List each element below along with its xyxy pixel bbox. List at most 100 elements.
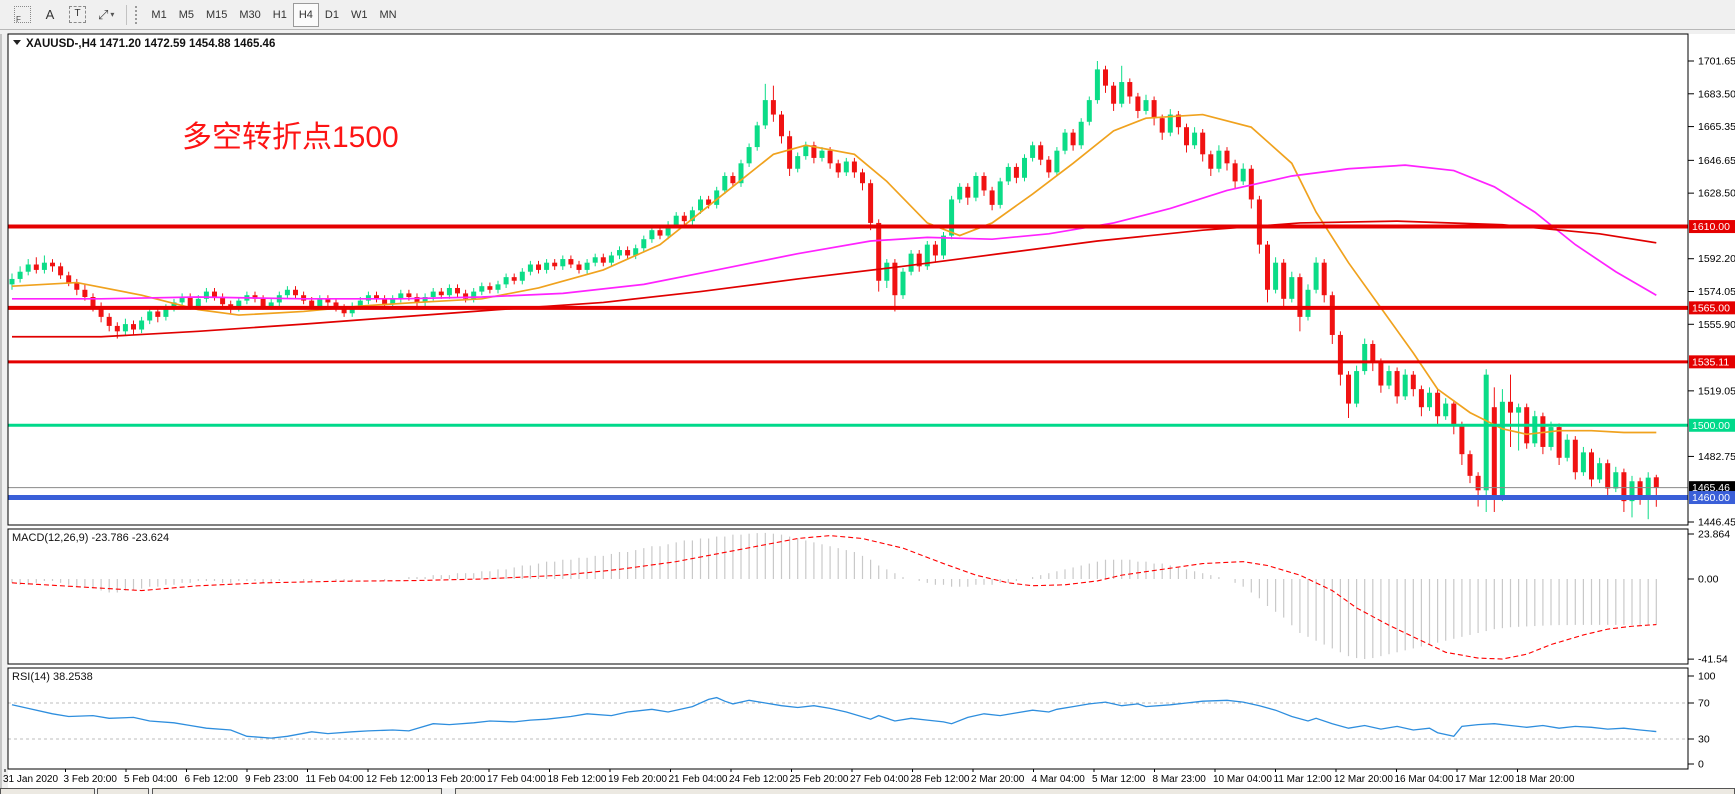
candle-body [1078,121,1084,146]
candle-body [1086,100,1092,122]
candle-body [260,298,266,307]
candle-body [1540,416,1546,447]
candle-body [1362,343,1368,372]
candle-body [592,257,598,263]
time-axis-label: 16 Mar 04:00 [1395,774,1454,785]
indicators-button[interactable]: F [8,3,37,27]
price-tick-label: 1446.45 [1698,517,1735,529]
timeframe-h4-button[interactable]: H4 [292,2,319,27]
candle-body [139,320,145,330]
candle-body [576,264,582,270]
candle-body [617,250,622,256]
candle-body [74,282,80,290]
candle-body [722,175,728,191]
candle-body [835,163,841,173]
candle-body [487,286,493,290]
candle-body [382,298,388,305]
time-axis-label: 25 Feb 20:00 [790,774,849,785]
candle-body [1240,168,1246,182]
timeframe-m1-button[interactable]: M1 [145,3,172,27]
text-a-button[interactable]: A [37,3,63,27]
timeframe-d1-button[interactable]: D1 [319,3,345,27]
time-axis-label: 5 Feb 04:00 [124,774,178,785]
timeframe-w1-button[interactable]: W1 [345,3,374,27]
candle-body [1653,477,1659,488]
time-axis-label: 10 Mar 04:00 [1213,774,1272,785]
candle-body [706,199,712,205]
candle-body [268,302,274,307]
candle-body [455,287,460,294]
candle-body [511,277,517,281]
candle-body [1370,343,1376,363]
candle-body [471,291,477,299]
candle-body [762,100,768,126]
rsi-label: RSI(14) 38.2538 [12,671,93,683]
candle-body [463,293,469,299]
candle-body [1508,401,1513,413]
timeframe-h1-button[interactable]: H1 [267,3,293,27]
candle-body [681,215,687,222]
toolbar-grip[interactable] [135,5,140,24]
candle-body [122,324,128,332]
candle-body [544,262,550,270]
candle-body [1038,145,1044,160]
timeframe-m30-button[interactable]: M30 [233,3,266,27]
candle-body [1208,154,1214,169]
candle-body [357,300,363,307]
time-axis-label: 11 Mar 12:00 [1274,774,1333,785]
macd-tick-label: 23.864 [1698,529,1730,541]
chart-annotation[interactable]: 多空转折点1500 [182,121,399,154]
chart-tab-stub[interactable] [152,788,442,794]
candle-body [811,145,817,158]
chart-tab-stub[interactable] [97,788,149,794]
price-tick-label: 1555.90 [1698,319,1735,331]
price-tick-label: 1574.05 [1698,286,1735,298]
time-axis-label: 9 Feb 23:00 [245,774,299,785]
timeframe-mn-button[interactable]: MN [373,3,402,27]
candle-body [941,235,946,256]
candle-body [1030,145,1036,158]
candle-body [1046,159,1052,173]
candle-body [1499,401,1505,496]
text-label-button[interactable]: T [63,3,92,27]
arrow-objects-button[interactable]: ⤢ ▾ [92,3,120,27]
macd-signal-line [11,535,1657,660]
candle-body [1013,166,1019,178]
candle-body [957,186,963,200]
candle-body [746,147,752,164]
price-tick-label: 1482.75 [1698,451,1735,463]
candle-body [1167,114,1173,133]
price-badge-label: 1610.00 [1692,221,1730,233]
ma-slow-red [12,220,1657,338]
timeframe-m15-button[interactable]: M15 [200,3,233,27]
candle-body [365,295,371,301]
candle-body [155,311,161,317]
candle-body [730,175,736,184]
candle-body [1248,168,1254,200]
candle-body [1005,166,1011,182]
candle-body [66,275,72,283]
candle-body [1281,262,1287,299]
macd-histogram-layer [11,532,1657,660]
candle-body [1597,463,1603,480]
candle-body [1451,403,1457,426]
candle-body [1491,407,1497,496]
timeframe-m5-button[interactable]: M5 [173,3,200,27]
candle-body [325,298,331,303]
candle-body [536,264,541,270]
collapse-triangle-icon[interactable] [13,40,21,45]
candle-body [673,215,679,225]
candle-body [422,297,428,303]
chart-tab-stub[interactable] [0,788,95,794]
toolbar-separator [126,4,128,25]
candle-body [1580,452,1586,473]
candle-body [1337,334,1343,375]
candle-body [1273,262,1279,290]
chart-tab-stub[interactable] [455,788,1735,794]
candle-body [997,181,1003,205]
price-badge [1689,491,1735,505]
candle-body [374,295,379,299]
candle-body [1070,132,1076,146]
time-axis-label: 13 Feb 20:00 [427,774,486,785]
